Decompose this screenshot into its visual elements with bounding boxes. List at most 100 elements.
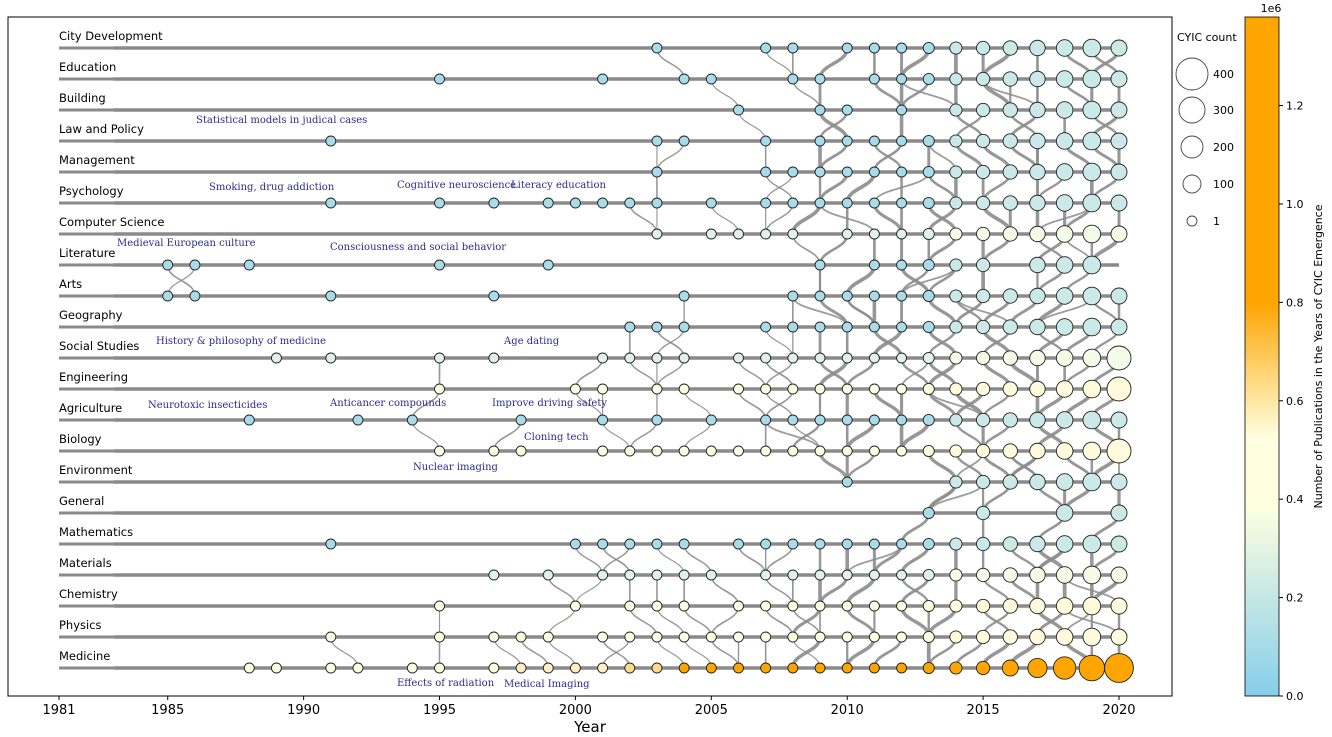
link-chemistry-2000	[547, 605, 577, 638]
bubble-arts-2018	[1055, 287, 1074, 305]
bubble-physics-1998	[515, 631, 527, 643]
link-psychology-2008	[764, 202, 794, 235]
row-label-social-studies: Social Studies	[59, 339, 139, 353]
bubble-engineering-2019	[1082, 379, 1102, 399]
bubble-geography-2016	[1002, 319, 1018, 335]
bubble-physics-1997	[488, 631, 500, 643]
bubble-computer-science-2013	[922, 227, 935, 240]
bubble-chemistry-2017	[1029, 597, 1046, 615]
bubble-materials-2014	[949, 568, 963, 582]
bubble-general-2013	[922, 507, 935, 520]
plot-frame	[7, 16, 1173, 697]
bubble-literature-1986	[189, 259, 201, 271]
bubble-law-and-policy-2013	[922, 134, 935, 147]
bubble-agriculture-2011	[868, 414, 880, 426]
bubble-management-2020	[1110, 163, 1128, 181]
bubble-literature-1995	[434, 259, 445, 271]
bubble-mathematics-2010	[841, 538, 853, 550]
bubble-agriculture-2009	[814, 414, 826, 426]
link-management-2008	[765, 171, 794, 204]
bubble-physics-2013	[922, 631, 935, 644]
bubble-materials-2018	[1055, 566, 1074, 584]
bubble-engineering-2016	[1002, 381, 1018, 397]
link-literature-2013	[900, 264, 930, 297]
link-materials-2001	[574, 574, 604, 607]
bubble-physics-2007	[760, 631, 772, 643]
bubble-environment-2018	[1055, 473, 1074, 491]
bubble-geography-2010	[841, 321, 853, 333]
row-label-arts: Arts	[59, 277, 82, 291]
colorbar-tick-label-1-2: 1.2	[1286, 100, 1304, 113]
bubble-biology-2003	[651, 445, 663, 457]
bubble-physics-2001	[597, 631, 609, 643]
row-label-chemistry: Chemistry	[59, 587, 118, 601]
x-tick-label-2000: 2000	[559, 703, 592, 718]
link-agriculture-2001	[602, 419, 631, 452]
bubble-literature-2012	[896, 259, 908, 271]
link-agriculture-1998	[493, 419, 522, 452]
link-agriculture-2013	[899, 419, 931, 452]
bubble-medicine-1997	[488, 662, 500, 674]
link-social-studies-2001	[574, 357, 604, 390]
bubble-chemistry-2007	[760, 600, 772, 612]
bubble-psychology-2007	[760, 197, 772, 209]
link-education-2005	[710, 78, 740, 111]
link-engineering-2008	[764, 388, 794, 421]
x-tick-label-2015: 2015	[967, 703, 1000, 718]
link-agriculture-2011	[845, 419, 877, 452]
bubble-management-2015	[976, 164, 991, 180]
bubble-psychology-2013	[922, 196, 935, 209]
bubble-psychology-1995	[434, 197, 445, 209]
bubble-biology-2017	[1029, 442, 1046, 460]
bubble-education-2012	[896, 73, 908, 85]
link-engineering-2011	[872, 388, 904, 421]
link-physics-1999	[547, 636, 576, 669]
bubble-management-2009	[814, 166, 826, 178]
bubble-agriculture-2018	[1055, 411, 1074, 429]
row-label-literature: Literature	[59, 246, 115, 260]
link-law-and-policy-2012	[873, 140, 903, 173]
bubble-arts-2015	[976, 288, 991, 304]
link-mathematics-2004	[683, 543, 713, 576]
x-tick-label-1985: 1985	[151, 703, 184, 718]
link-arts-2009	[818, 295, 849, 328]
bubble-education-1995	[434, 73, 445, 85]
bubble-physics-2014	[949, 630, 963, 644]
bubble-computer-science-2020	[1110, 225, 1128, 243]
x-tick-label-1990: 1990	[287, 703, 320, 718]
bubble-psychology-2001	[597, 197, 609, 209]
bubble-management-2014	[949, 165, 963, 179]
link-literature-2011	[845, 264, 877, 297]
bubble-city-development-2018	[1055, 39, 1074, 57]
bubble-agriculture-2008	[787, 414, 799, 426]
bubble-social-studies-2003	[651, 352, 663, 364]
bubble-computer-science-2012	[896, 228, 908, 240]
bubble-engineering-2015	[976, 381, 991, 397]
bubble-social-studies-2011	[868, 352, 880, 364]
bubble-computer-science-2011	[868, 228, 880, 240]
bubble-computer-science-2014	[949, 227, 963, 241]
bubble-mathematics-2016	[1002, 536, 1018, 552]
link-mathematics-2003	[656, 543, 685, 576]
bubble-psychology-1999	[542, 197, 554, 209]
bubble-engineering-2003	[651, 383, 663, 395]
bubble-biology-2010	[841, 445, 853, 457]
bubble-mathematics-2013	[922, 538, 935, 551]
bubble-medicine-2013	[922, 662, 935, 675]
size-legend-label-400: 400	[1213, 68, 1234, 81]
bubble-physics-2009	[814, 631, 826, 643]
bubble-agriculture-2013	[922, 414, 935, 427]
bubble-biology-2009	[814, 445, 826, 457]
bubble-computer-science-2008	[787, 228, 799, 240]
axes: 1981 1985 1990 1995 2000 2005 2010 2015 2020 Year	[7, 16, 1173, 736]
bubble-environment-2015	[976, 474, 991, 490]
bubble-mathematics-2017	[1029, 535, 1046, 553]
bubble-city-development-2012	[896, 42, 908, 54]
bubble-arts-2019	[1082, 286, 1102, 306]
bubble-literature-2011	[868, 259, 880, 271]
link-psychology-2011	[872, 202, 904, 235]
bubble-general-2020	[1110, 504, 1128, 522]
link-psychology-2005	[710, 202, 740, 235]
bubble-geography-2013	[922, 321, 935, 334]
bubble-medicine-1992	[352, 662, 364, 674]
